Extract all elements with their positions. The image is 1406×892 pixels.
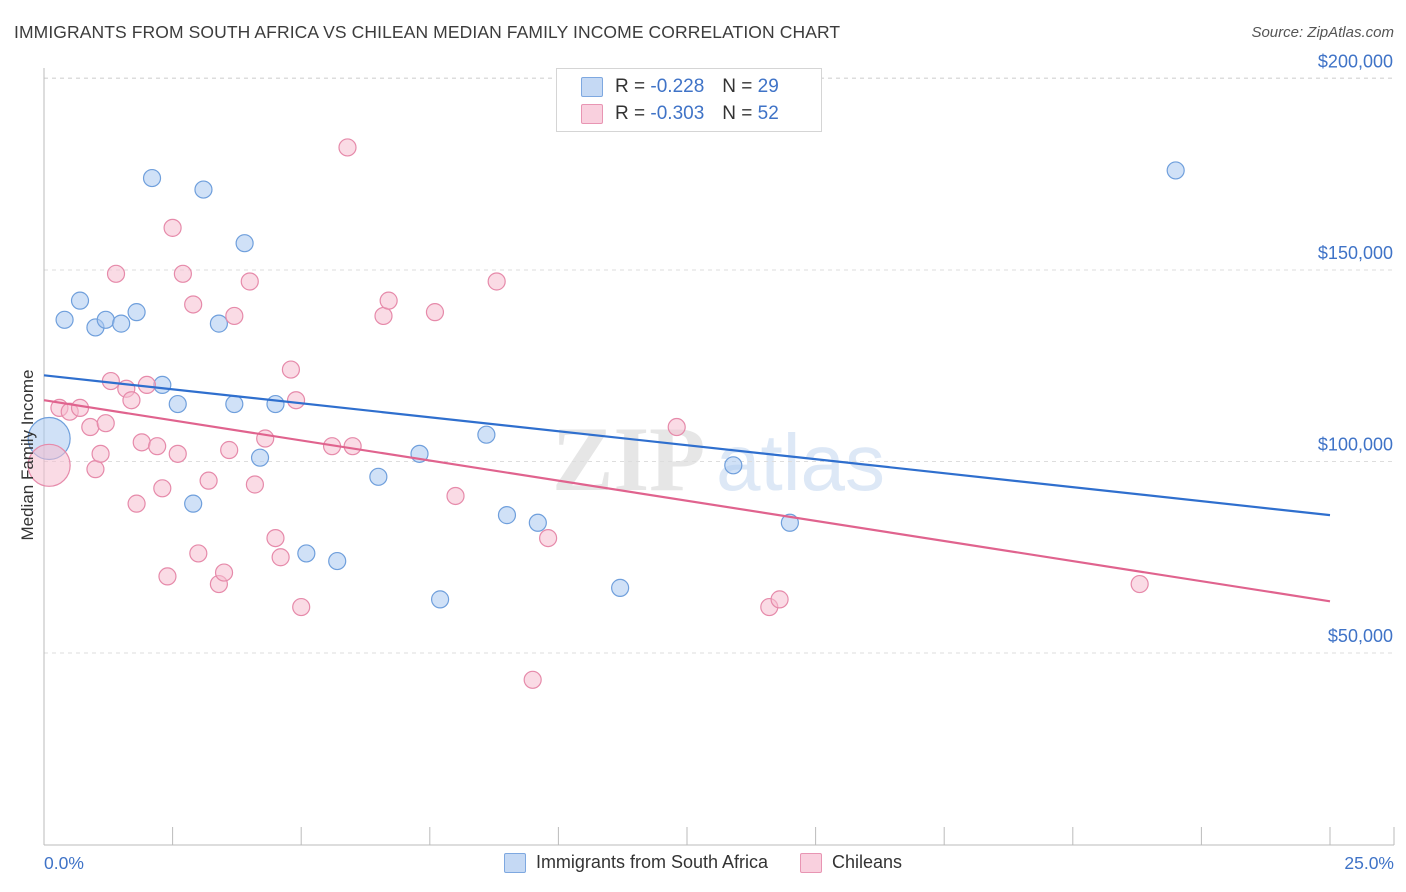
- chilean-point: [122, 391, 141, 410]
- y-tick-label: $200,000: [1318, 52, 1393, 72]
- south-africa-point: [209, 314, 228, 333]
- chilean-point: [446, 486, 465, 506]
- south-africa-point: [611, 578, 630, 597]
- south-africa-point: [168, 394, 187, 414]
- south-africa-point: [528, 513, 547, 532]
- south-africa-point: [70, 291, 90, 310]
- legend-n-value: 29: [757, 76, 779, 97]
- south-africa-point: [96, 310, 115, 329]
- chilean-point: [199, 471, 218, 490]
- south-africa-point: [55, 310, 74, 329]
- chilean-point: [132, 433, 151, 452]
- legend-n-value: 52: [757, 103, 779, 124]
- y-axis-label: Median Family Income: [18, 369, 37, 541]
- south-africa-point: [328, 551, 347, 571]
- chilean-point: [168, 444, 187, 463]
- series-swatch-pink: [800, 852, 823, 873]
- chilean-trendline: [43, 399, 1331, 603]
- chilean-point: [667, 417, 686, 437]
- legend-n-label: N =: [722, 103, 753, 124]
- chilean-point: [153, 479, 172, 498]
- series-legend-label: Chileans: [832, 852, 903, 872]
- chilean-point: [343, 437, 362, 456]
- south-africa-point: [497, 506, 517, 525]
- chilean-point: [292, 597, 311, 617]
- chilean-point: [86, 460, 105, 479]
- south-africa-point: [127, 303, 146, 322]
- series-legend: Immigrants from South Africa Chileans: [0, 852, 1406, 873]
- chilean-point: [173, 264, 192, 283]
- chilean-point: [106, 264, 126, 283]
- series-legend-item-south-africa: Immigrants from South Africa: [503, 852, 769, 873]
- chilean-point: [425, 303, 445, 322]
- south-africa-point: [194, 180, 213, 199]
- legend-r-label: R =: [615, 76, 646, 97]
- south-africa-point: [235, 234, 254, 253]
- chart-title: IMMIGRANTS FROM SOUTH AFRICA VS CHILEAN …: [14, 22, 841, 42]
- chilean-point: [374, 306, 393, 326]
- chilean-point: [770, 590, 789, 609]
- south-africa-point: [250, 448, 270, 467]
- chilean-point: [286, 391, 306, 410]
- south-africa-point: [153, 375, 172, 394]
- chilean-point: [487, 272, 506, 291]
- south-africa-trendline: [43, 374, 1331, 517]
- south-africa-point: [1166, 161, 1185, 180]
- x-axis-min-label: 0.0%: [44, 853, 84, 873]
- south-africa-point: [225, 394, 244, 414]
- south-africa-point: [724, 456, 743, 475]
- chilean-point: [27, 443, 71, 487]
- series-legend-label: Immigrants from South Africa: [535, 852, 769, 872]
- south-africa-point: [297, 544, 316, 563]
- chilean-point: [225, 306, 244, 326]
- south-africa-point: [477, 425, 496, 444]
- legend-swatch-pink: [581, 104, 603, 124]
- south-africa-point: [369, 467, 388, 486]
- chilean-point: [163, 218, 182, 237]
- chilean-point: [523, 670, 542, 689]
- chilean-point: [184, 295, 203, 314]
- legend-row-south-africa: R = -0.228 N = 29: [581, 76, 779, 98]
- chilean-point: [338, 138, 357, 157]
- chilean-point: [240, 272, 259, 291]
- chilean-point: [96, 414, 115, 433]
- chilean-point: [1130, 574, 1149, 594]
- chilean-point: [256, 429, 275, 448]
- chilean-point: [220, 440, 239, 460]
- legend-swatch-blue: [581, 77, 603, 97]
- legend-r-label: R =: [615, 103, 646, 124]
- south-africa-point: [266, 394, 285, 414]
- chilean-point: [158, 567, 177, 586]
- chilean-point: [91, 444, 110, 463]
- source-label: Source: ZipAtlas.com: [1251, 24, 1394, 41]
- y-tick-label: $100,000: [1318, 435, 1393, 455]
- chilean-point: [266, 528, 285, 548]
- south-africa-point: [142, 168, 162, 188]
- legend-r-value: -0.303: [650, 103, 705, 124]
- series-swatch-blue: [503, 852, 526, 873]
- correlation-legend: R = -0.228 N = 29 R = -0.303 N = 52: [556, 68, 822, 132]
- chilean-point: [81, 417, 100, 437]
- y-tick-label: $50,000: [1328, 626, 1393, 646]
- south-africa-point: [430, 590, 450, 609]
- chilean-point: [245, 475, 265, 494]
- chilean-point: [379, 291, 398, 310]
- chilean-point: [189, 544, 208, 563]
- chilean-point: [127, 494, 146, 513]
- y-tick-label: $150,000: [1318, 243, 1393, 263]
- chilean-point: [271, 548, 290, 567]
- chilean-point: [214, 563, 234, 582]
- legend-row-chileans: R = -0.303 N = 52: [581, 103, 779, 125]
- series-legend-item-chileans: Chileans: [800, 852, 902, 873]
- chilean-point: [539, 528, 558, 548]
- watermark-atlas: atlas: [716, 418, 885, 507]
- legend-r-value: -0.228: [650, 76, 705, 97]
- chilean-point: [148, 437, 167, 456]
- x-axis-max-label: 25.0%: [1344, 853, 1394, 873]
- chilean-point: [281, 360, 301, 379]
- south-africa-point: [112, 314, 131, 333]
- legend-n-label: N =: [722, 76, 753, 97]
- south-africa-point: [184, 494, 203, 513]
